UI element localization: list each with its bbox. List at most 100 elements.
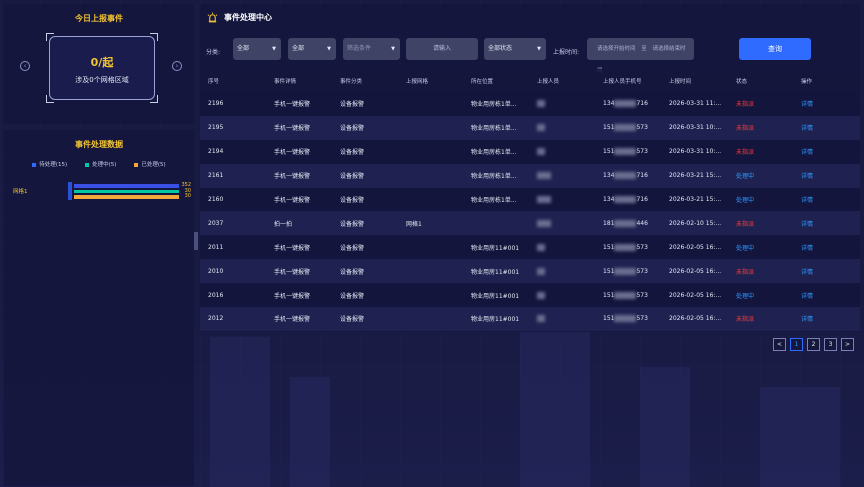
cell-reporter — [529, 307, 595, 331]
cell-location: 物业用房栋1单... — [463, 139, 529, 164]
legend-item-processing[interactable]: 处理中(5) — [85, 160, 116, 168]
prev-page-button[interactable]: < — [773, 338, 786, 351]
column-header: 事件详情 — [266, 69, 332, 92]
cell-grid — [398, 163, 463, 188]
table-row[interactable]: 2161 手机一键报警 设备报警 物业用房栋1单... 134 716 2026-03-21… — [200, 163, 860, 188]
cell-phone: 181 446 — [595, 211, 661, 236]
keyword-input[interactable]: 请输入 — [406, 38, 478, 60]
detail-link[interactable]: 详情 — [793, 139, 860, 164]
cell-reporter — [529, 115, 595, 140]
detail-link[interactable]: 详情 — [793, 259, 860, 284]
column-header: 事件分类 — [332, 69, 398, 92]
category-select-2[interactable]: 全部 ▼ — [288, 38, 336, 60]
table-row[interactable]: 2196 手机一键报警 设备报警 物业用房栋1单... 134 716 2026-03-31… — [200, 92, 860, 116]
cell-time: 2026-03-21 15:... — [661, 187, 728, 212]
cell-grid — [398, 187, 463, 212]
cell-category: 设备报警 — [332, 139, 398, 164]
cell-id: 2011 — [200, 235, 266, 260]
cell-category: 设备报警 — [332, 187, 398, 212]
bar-done[interactable] — [74, 195, 180, 199]
cell-grid — [398, 307, 463, 331]
column-header: 操作 — [793, 69, 860, 92]
status-badge: 未指派 — [728, 211, 793, 236]
start-date-input[interactable]: 请选择开始时间 — [597, 46, 636, 52]
cell-detail: 手机一键报警 — [266, 115, 332, 140]
cell-category: 设备报警 — [332, 211, 398, 236]
cell-category: 设备报警 — [332, 92, 398, 116]
table-row[interactable]: 2012 手机一键报警 设备报警 物业用房11#001 151 573 2026-02-05… — [200, 307, 860, 331]
today-report-title: 今日上报事件 — [75, 14, 123, 23]
cell-reporter — [529, 139, 595, 164]
cell-detail: 手机一键报警 — [266, 92, 332, 116]
page-2-button[interactable]: 2 — [807, 338, 820, 351]
cell-phone: 151 573 — [595, 235, 661, 260]
next-page-button[interactable]: > — [841, 338, 854, 351]
date-range-picker[interactable]: 请选择开始时间 至 请选择结束时间 — [587, 38, 694, 74]
cell-location: 物业用房11#001 — [463, 259, 529, 284]
redacted-name — [537, 124, 545, 132]
prev-arrow-icon[interactable]: ‹ — [20, 61, 30, 71]
cell-time: 2026-02-05 16:... — [661, 235, 728, 260]
table-row[interactable]: 2010 手机一键报警 设备报警 物业用房11#001 151 573 2026-02-05… — [200, 259, 860, 284]
cell-category: 设备报警 — [332, 163, 398, 188]
table-row[interactable]: 2195 手机一键报警 设备报警 物业用房栋1单... 151 573 2026-03-31… — [200, 115, 860, 140]
page-1-button[interactable]: 1 — [790, 338, 803, 351]
legend-item-done[interactable]: 已处理(5) — [134, 160, 166, 168]
cell-location: 物业用房栋1单... — [463, 115, 529, 140]
redacted-phone — [614, 219, 637, 227]
category-select-1[interactable]: 全部 ▼ — [233, 38, 281, 60]
cell-phone: 151 573 — [595, 307, 661, 331]
cell-time: 2026-02-05 16:... — [661, 259, 728, 284]
table-row[interactable]: 2194 手机一键报警 设备报警 物业用房栋1单... 151 573 2026-03-31… — [200, 139, 860, 164]
table-row[interactable]: 2037 拍一拍 设备报警 网格1 181 446 2026-02-10 15:... 未指派… — [200, 211, 860, 236]
cell-grid — [398, 139, 463, 164]
date-separator: 至 — [641, 46, 647, 52]
detail-link[interactable]: 详情 — [793, 307, 860, 331]
table-row[interactable]: 2016 手机一键报警 设备报警 物业用房11#001 151 573 2026-02-05… — [200, 283, 860, 308]
detail-link[interactable]: 详情 — [793, 92, 860, 116]
legend-item-pending[interactable]: 待处理(15) — [32, 160, 67, 168]
cell-grid — [398, 115, 463, 140]
bar-pending-value: 352 — [181, 182, 191, 188]
column-header: 上报网格 — [398, 69, 463, 92]
cell-time: 2026-03-21 15:... — [661, 163, 728, 188]
bar-pending[interactable] — [74, 184, 180, 188]
cell-location: 物业用房11#001 — [463, 283, 529, 308]
cell-time: 2026-02-05 16:... — [661, 283, 728, 308]
cell-id: 2016 — [200, 283, 266, 308]
chevron-down-icon: ▼ — [537, 46, 541, 52]
redacted-phone — [614, 243, 637, 251]
cell-grid — [398, 259, 463, 284]
event-stats-title: 事件处理数据 — [75, 140, 123, 149]
redacted-phone — [614, 315, 637, 323]
bar-processing[interactable] — [74, 189, 180, 193]
table-row[interactable]: 2160 手机一键报警 设备报警 物业用房栋1单... 134 716 2026-03-21… — [200, 187, 860, 212]
event-center-title: 事件处理中心 — [224, 13, 272, 22]
sidebar-collapse-handle[interactable] — [194, 232, 198, 250]
column-header: 上报时间 — [661, 69, 728, 92]
status-badge: 未指派 — [728, 115, 793, 140]
column-header: 状态 — [728, 69, 793, 92]
event-center-panel: 事件处理中心 分类: 全部 ▼ 全部 ▼ 筛选条件 ▼ 请输入 全部状态 ▼ 上报时间:… — [200, 4, 860, 332]
grid-bar-marker — [68, 182, 72, 200]
cell-reporter — [529, 283, 595, 308]
stats-legend: 待处理(15) 处理中(5) 已处理(5) — [4, 160, 194, 168]
cell-reporter — [529, 211, 595, 236]
status-select[interactable]: 全部状态 ▼ — [484, 38, 546, 60]
detail-link[interactable]: 详情 — [793, 235, 860, 260]
table-row[interactable]: 2011 手机一键报警 设备报警 物业用房11#001 151 573 2026-02-05… — [200, 235, 860, 260]
condition-select[interactable]: 筛选条件 ▼ — [343, 38, 400, 60]
detail-link[interactable]: 详情 — [793, 187, 860, 212]
detail-link[interactable]: 详情 — [793, 211, 860, 236]
status-badge: 处理中 — [728, 235, 793, 260]
status-badge: 处理中 — [728, 163, 793, 188]
cell-category: 设备报警 — [332, 115, 398, 140]
next-arrow-icon[interactable]: › — [172, 61, 182, 71]
cell-location: 物业用房栋1单... — [463, 187, 529, 212]
detail-link[interactable]: 详情 — [793, 115, 860, 140]
query-button[interactable]: 查询 — [739, 38, 811, 60]
column-header: 所在位置 — [463, 69, 529, 92]
detail-link[interactable]: 详情 — [793, 163, 860, 188]
detail-link[interactable]: 详情 — [793, 283, 860, 308]
page-3-button[interactable]: 3 — [824, 338, 837, 351]
